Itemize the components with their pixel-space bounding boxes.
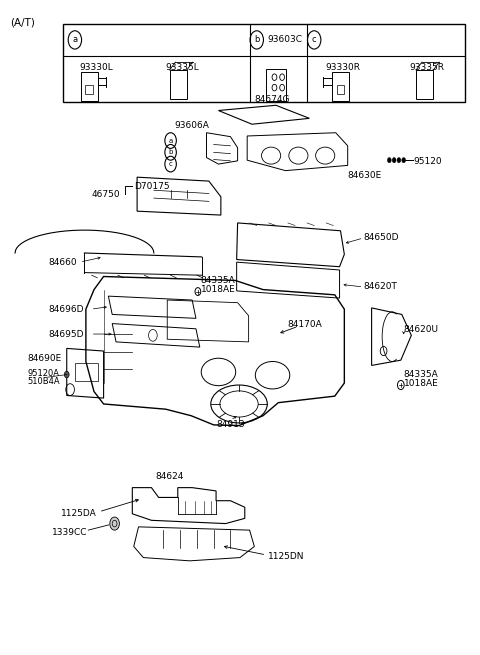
- Text: 46750: 46750: [92, 191, 120, 199]
- Bar: [63, 24, 465, 102]
- Text: 84690E: 84690E: [27, 354, 61, 363]
- Text: 84674G: 84674G: [255, 95, 290, 104]
- Text: 93335L: 93335L: [166, 63, 200, 72]
- Text: 84170A: 84170A: [288, 320, 323, 329]
- Text: 84620T: 84620T: [363, 282, 397, 291]
- Bar: [266, 69, 286, 101]
- Text: 95120A: 95120A: [27, 369, 59, 378]
- Text: c: c: [168, 161, 172, 167]
- Circle shape: [392, 158, 396, 163]
- Text: a: a: [168, 138, 173, 143]
- Text: 84913: 84913: [216, 421, 245, 429]
- Text: 84620U: 84620U: [404, 325, 439, 334]
- Text: 1018AE: 1018AE: [404, 379, 438, 388]
- Text: 84624: 84624: [155, 472, 183, 481]
- Text: 1018AE: 1018AE: [201, 285, 236, 294]
- Bar: [336, 85, 344, 94]
- Bar: [85, 85, 93, 94]
- Circle shape: [397, 158, 401, 163]
- Text: 95120: 95120: [413, 157, 442, 166]
- Text: (A/T): (A/T): [10, 17, 35, 27]
- Bar: [169, 70, 187, 99]
- Text: 1339CC: 1339CC: [52, 528, 88, 537]
- Bar: [332, 72, 349, 101]
- Text: b: b: [168, 149, 173, 155]
- Text: 93330R: 93330R: [325, 63, 360, 72]
- Text: 84650D: 84650D: [363, 233, 399, 242]
- Text: 84630E: 84630E: [348, 171, 382, 179]
- Bar: [81, 72, 98, 101]
- Bar: [416, 70, 433, 99]
- Text: 1125DN: 1125DN: [268, 552, 304, 561]
- Circle shape: [387, 158, 391, 163]
- Text: 510B4A: 510B4A: [27, 377, 60, 386]
- Text: 93330L: 93330L: [80, 63, 113, 72]
- Text: 84335A: 84335A: [404, 370, 438, 379]
- Text: 1125DA: 1125DA: [60, 510, 96, 518]
- Bar: [75, 363, 98, 381]
- Text: 93603C: 93603C: [268, 35, 303, 45]
- Text: 93606A: 93606A: [175, 121, 210, 130]
- Text: 84696D: 84696D: [48, 305, 84, 314]
- Text: 84660: 84660: [48, 257, 77, 267]
- Circle shape: [110, 517, 120, 530]
- Text: a: a: [72, 35, 77, 45]
- Circle shape: [64, 371, 69, 378]
- Text: D70175: D70175: [134, 182, 169, 191]
- Text: b: b: [254, 35, 259, 45]
- Text: 84335A: 84335A: [201, 276, 236, 285]
- Text: 93335R: 93335R: [409, 63, 444, 72]
- Text: c: c: [312, 35, 316, 45]
- Circle shape: [402, 158, 406, 163]
- Text: 84695D: 84695D: [48, 329, 84, 339]
